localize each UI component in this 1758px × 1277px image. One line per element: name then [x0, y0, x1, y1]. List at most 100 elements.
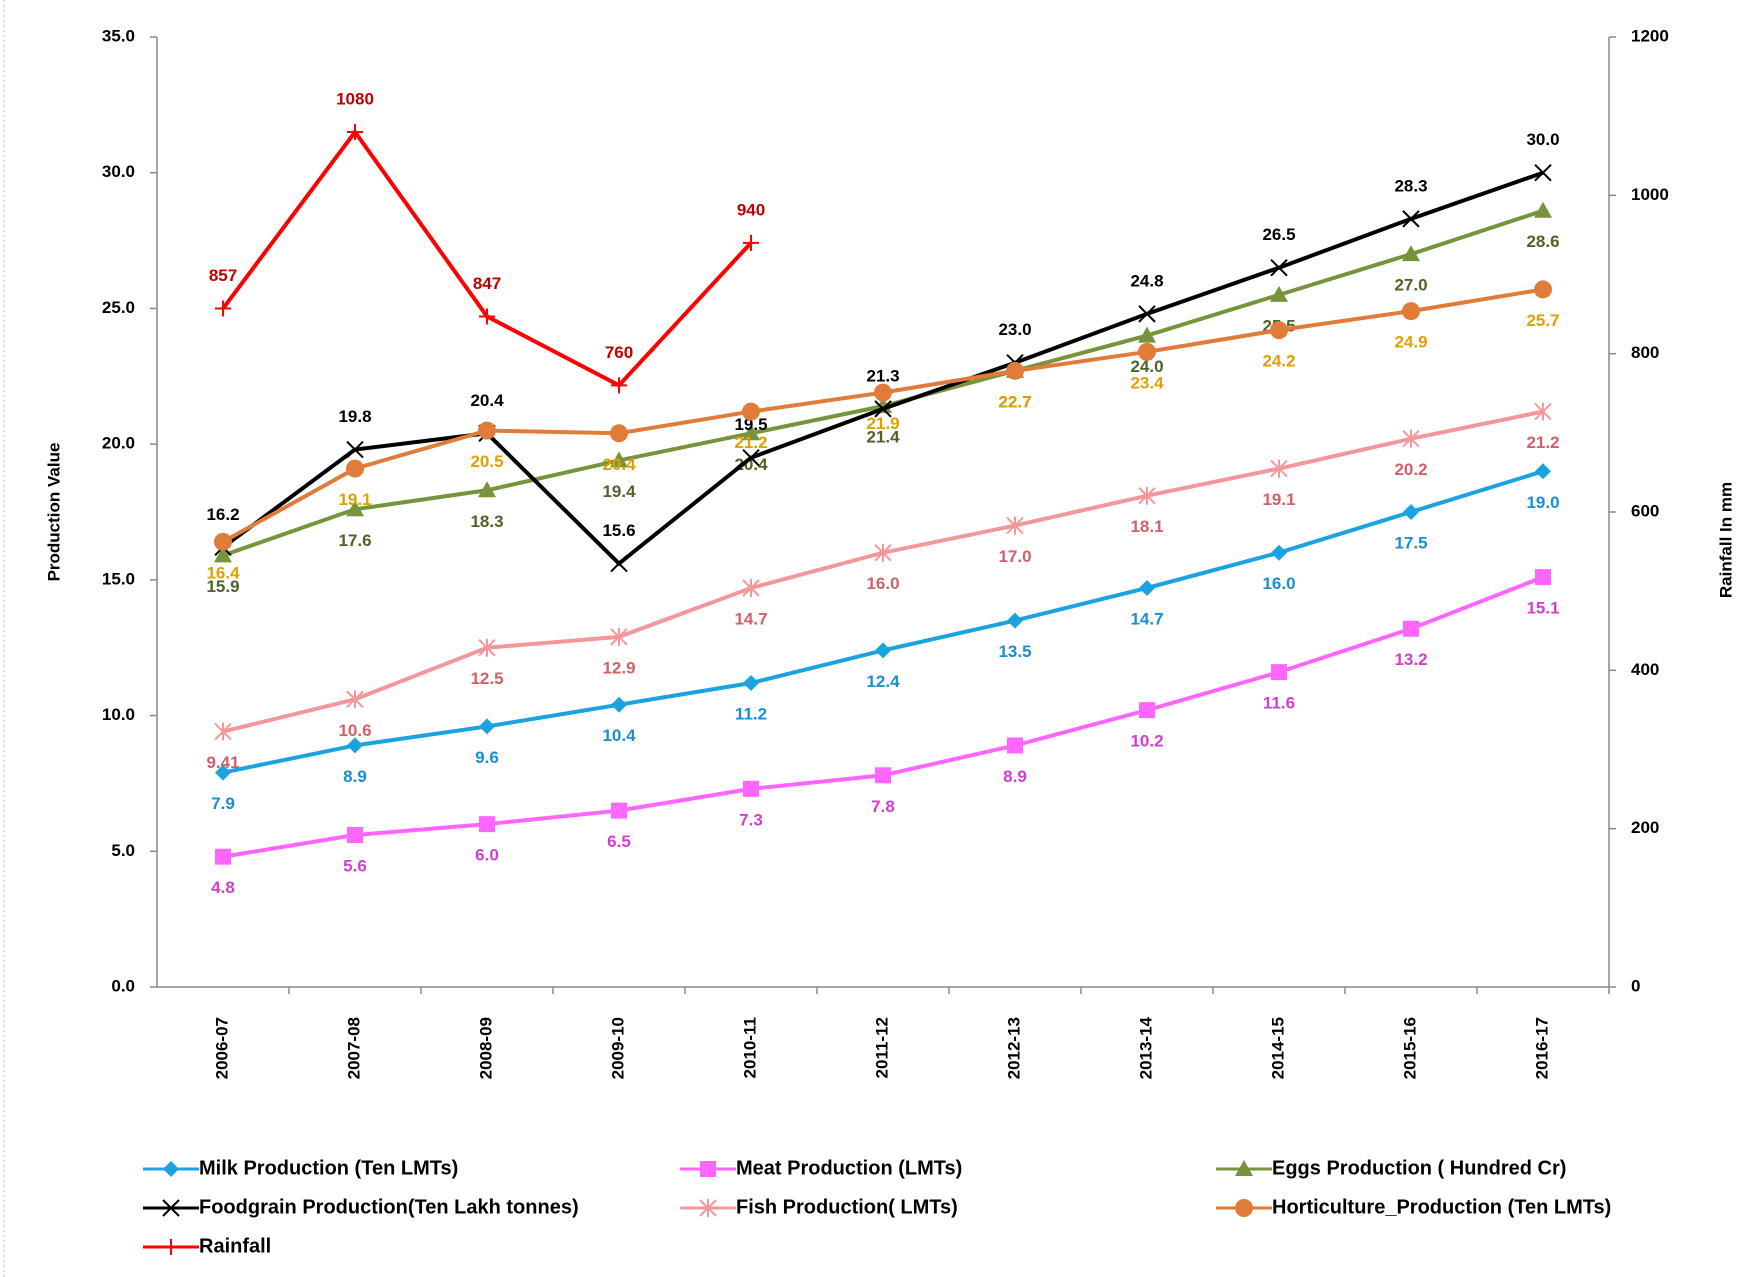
legend-label: Rainfall: [199, 1235, 271, 1257]
data-point: [478, 421, 496, 440]
data-label: 10.2: [1130, 732, 1163, 751]
data-point: [874, 383, 892, 402]
y-tick-label: 35.0: [102, 26, 135, 45]
legend-marker: [163, 1239, 179, 1255]
legend-marker: [699, 1199, 717, 1217]
legend-label: Meat Production (LMTs): [736, 1157, 962, 1179]
data-point: [1139, 702, 1155, 719]
data-point: [1138, 342, 1156, 361]
data-point: [214, 546, 232, 563]
x-tick-label: 2011-12: [872, 1017, 891, 1078]
data-point: [1402, 429, 1420, 448]
data-label: 17.6: [338, 531, 371, 550]
data-point: [347, 827, 363, 843]
data-label: 26.5: [1262, 225, 1295, 244]
data-point: [1271, 664, 1287, 681]
data-point: [743, 234, 759, 251]
x-tick-label: 2010-11: [740, 1017, 759, 1078]
data-point: [1403, 504, 1419, 520]
data-label: 21.4: [866, 428, 900, 447]
data-label: 7.8: [871, 797, 895, 816]
data-point: [479, 308, 495, 325]
data-point: [1138, 305, 1156, 323]
data-point: [1138, 326, 1156, 343]
data-point: [1006, 516, 1024, 535]
y2-tick-label: 200: [1631, 818, 1659, 837]
data-label: 13.2: [1394, 650, 1427, 669]
data-point: [346, 500, 364, 517]
data-point: [346, 690, 364, 709]
data-point: [214, 722, 232, 741]
data-label: 23.0: [998, 320, 1031, 339]
data-point: [610, 424, 628, 443]
legend-marker: [700, 1161, 716, 1177]
data-point: [1139, 580, 1155, 596]
data-label: 20.4: [734, 455, 768, 474]
data-point: [1270, 285, 1288, 302]
data-point: [610, 451, 628, 468]
y-tick-label: 15.0: [102, 569, 135, 588]
data-label: 24.8: [1130, 271, 1163, 290]
data-label: 12.5: [470, 669, 503, 688]
data-point: [479, 718, 495, 735]
data-label: 16.2: [206, 505, 239, 524]
y2-tick-label: 1200: [1631, 26, 1669, 45]
data-label: 19.4: [602, 482, 636, 501]
data-label: 20.4: [470, 391, 504, 410]
data-point: [346, 459, 364, 478]
data-point: [1402, 302, 1420, 321]
legend-marker: [163, 1161, 179, 1177]
data-point: [215, 764, 231, 781]
data-label: 5.6: [343, 856, 367, 875]
data-point: [478, 638, 496, 657]
data-point: [479, 816, 495, 833]
data-point: [1402, 210, 1420, 228]
legend-label: Horticulture_Production (Ten LMTs): [1272, 1196, 1611, 1218]
data-point: [1534, 164, 1552, 182]
series-line: [221, 128, 753, 388]
x-tick-label: 2013-14: [1136, 1016, 1155, 1079]
data-point: [1007, 737, 1023, 754]
data-label: 25.7: [1526, 311, 1559, 330]
data-point: [346, 440, 364, 459]
data-label: 24.9: [1394, 333, 1427, 352]
y2-tick-label: 1000: [1631, 185, 1669, 204]
x-tick-label: 2016-17: [1532, 1017, 1551, 1079]
data-label: 15.9: [206, 577, 239, 596]
data-label: 12.9: [602, 658, 635, 677]
y-tick-label: 10.0: [102, 705, 135, 724]
x-tick-label: 2006-07: [212, 1017, 231, 1079]
data-point: [1271, 544, 1287, 561]
data-label: 8.9: [1003, 767, 1027, 786]
data-point: [1006, 361, 1024, 380]
data-label: 20.5: [470, 452, 503, 471]
data-point: [1270, 321, 1288, 340]
data-point: [1534, 201, 1552, 218]
data-label: 4.8: [211, 878, 235, 897]
data-label: 19.0: [1526, 493, 1559, 512]
x-tick-label: 2012-13: [1004, 1017, 1023, 1079]
y2-tick-label: 400: [1631, 660, 1659, 679]
data-label: 20.2: [1394, 460, 1427, 479]
y-axis-label: Production Value: [44, 443, 63, 582]
y-tick-label: 0.0: [111, 976, 135, 995]
legend-label: Fish Production( LMTs): [736, 1196, 958, 1218]
data-label: 19.1: [1262, 490, 1295, 509]
data-point: [1138, 486, 1156, 505]
data-point: [1403, 620, 1419, 637]
data-label: 16.0: [866, 574, 899, 593]
data-label: 22.7: [998, 392, 1031, 411]
data-label: 7.9: [211, 794, 235, 813]
x-tick-label: 2009-10: [608, 1017, 627, 1079]
legend-label: Eggs Production ( Hundred Cr): [1272, 1157, 1566, 1179]
data-point: [1535, 463, 1551, 480]
data-label: 1080: [336, 89, 374, 108]
data-label: 24.2: [1262, 352, 1295, 371]
data-label: 11.6: [1263, 694, 1295, 713]
data-label: 6.0: [475, 846, 499, 865]
data-point: [874, 543, 892, 562]
data-label: 940: [737, 200, 765, 219]
series-line: [222, 469, 1544, 775]
data-point: [347, 737, 363, 754]
data-point: [743, 675, 759, 691]
